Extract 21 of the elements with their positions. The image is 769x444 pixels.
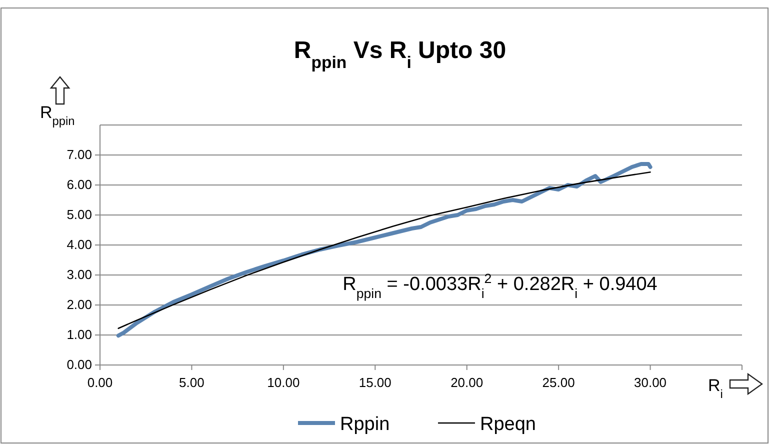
y-tick-label: 6.00 [66,177,92,192]
y-tick-label: 7.00 [66,147,92,162]
legend-label: Rppin [340,414,390,435]
x-tick-label: 25.00 [542,375,575,390]
y-tick-label: 5.00 [66,207,92,222]
x-tick-label: 5.00 [179,375,204,390]
legend-label: Rpeqn [480,414,536,435]
x-tick-label: 0.00 [87,375,113,390]
annotation: R$_{ppin}$ = -0.0033R$_{i}$$^{2}$ + 0.282R$_{i}$ + 0.9404 [342,270,658,300]
chart-title: R$_{ppin}$ Vs R$_{i}$ Upto 30 [294,37,506,72]
x-axis-title: R$_{i}$ [708,376,723,401]
y-tick-label: 2.00 [66,297,92,312]
y-tick-label: 4.00 [66,237,92,252]
x-tick-label: 20.00 [450,375,484,390]
y-axis-title: R$_{ppin}$ [40,103,75,128]
x-tick-label: 10.00 [267,375,300,390]
y-tick-label: 3.00 [66,267,92,282]
x-tick-label: 30.00 [634,375,667,390]
x-tick-label: 15.00 [358,375,392,390]
y-tick-label: 1.00 [66,327,92,342]
y-tick-label: 0.00 [66,357,92,372]
